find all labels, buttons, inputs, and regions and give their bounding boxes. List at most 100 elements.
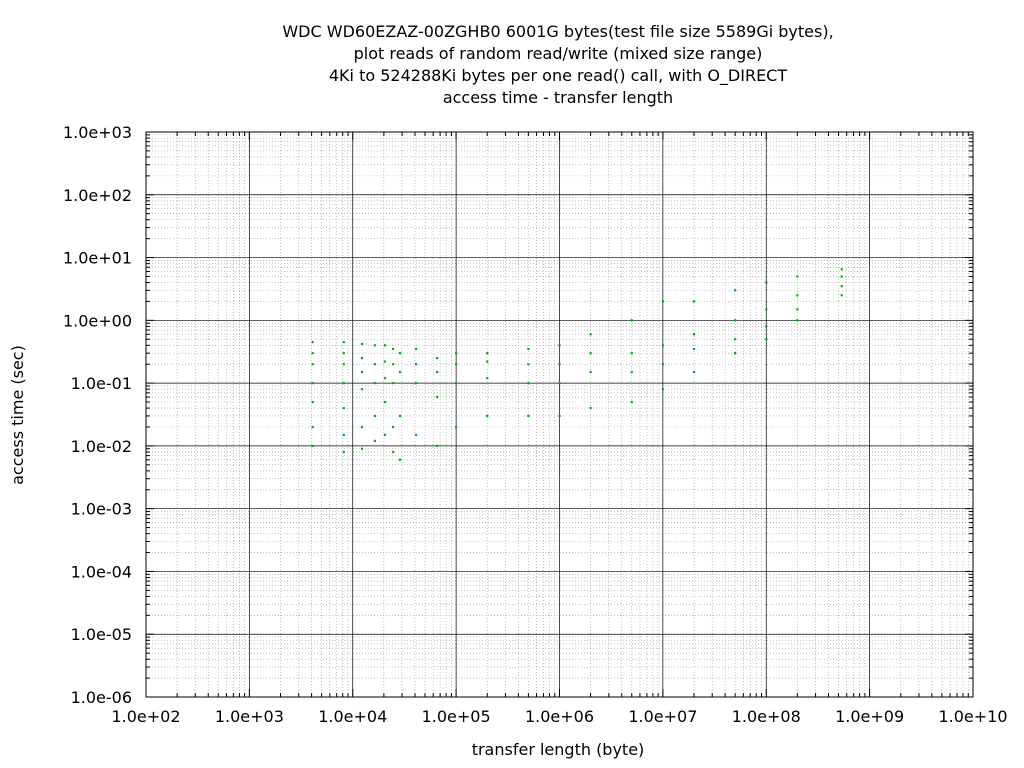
x-tick-label: 1.0e+07 <box>628 707 697 726</box>
data-point <box>486 352 489 355</box>
data-point <box>383 360 387 363</box>
data-point <box>436 444 439 447</box>
data-point <box>455 363 458 366</box>
data-point <box>398 370 402 374</box>
data-point <box>692 370 696 374</box>
data-point <box>558 344 561 347</box>
x-tick-label: 1.0e+06 <box>525 707 594 726</box>
x-axis-tick-labels: 1.0e+02 1.0e+03 1.0e+04 1.0e+05 1.0e+06 1.0e+… <box>111 707 1007 726</box>
data-point <box>360 388 364 391</box>
data-point <box>796 275 799 278</box>
data-point <box>527 414 530 418</box>
data-point <box>840 285 843 288</box>
y-tick-label: 1.0e-02 <box>71 437 132 456</box>
data-point <box>342 382 345 385</box>
data-point <box>661 388 664 391</box>
data-point <box>342 352 345 355</box>
data-point <box>692 300 696 303</box>
data-point <box>734 319 737 322</box>
data-point <box>455 425 458 429</box>
data-point <box>436 370 439 374</box>
data-point <box>765 281 768 284</box>
x-axis-label: transfer length (byte) <box>472 740 645 759</box>
data-point <box>436 395 439 399</box>
data-point <box>630 400 633 404</box>
chart-title-line-4: access time - transfer length <box>443 88 673 107</box>
data-point <box>342 406 345 410</box>
data-point <box>383 433 387 436</box>
data-point <box>589 406 592 410</box>
data-point <box>840 275 843 278</box>
data-point <box>436 357 439 360</box>
data-point <box>414 363 418 366</box>
data-point <box>840 294 843 297</box>
data-point <box>392 347 395 351</box>
data-point <box>373 439 377 443</box>
data-point <box>360 425 364 429</box>
chart-title: WDC WD60EZAZ-00ZGHB0 6001G bytes(test fi… <box>282 22 833 107</box>
data-point <box>661 344 664 347</box>
x-tick-label: 1.0e+02 <box>111 707 180 726</box>
data-point <box>796 319 799 322</box>
y-tick-label: 1.0e-06 <box>71 688 132 707</box>
data-point <box>392 382 395 385</box>
data-point <box>392 363 395 366</box>
data-point <box>311 400 314 404</box>
x-tick-label: 1.0e+09 <box>835 707 904 726</box>
data-point <box>734 289 737 292</box>
data-point <box>311 425 314 429</box>
data-point <box>455 352 458 355</box>
y-tick-label: 1.0e+02 <box>63 186 132 205</box>
data-point <box>360 370 364 374</box>
data-point <box>383 344 387 347</box>
data-point <box>527 382 530 385</box>
data-point <box>796 308 799 311</box>
data-point <box>360 342 364 346</box>
axis-ticks <box>145 131 974 698</box>
data-point <box>311 444 314 447</box>
data-point <box>342 433 345 436</box>
data-point <box>765 325 768 328</box>
data-point <box>840 268 843 271</box>
x-tick-label: 1.0e+05 <box>422 707 491 726</box>
x-tick-label: 1.0e+10 <box>938 707 1007 726</box>
data-point <box>455 382 458 385</box>
data-point <box>630 352 633 355</box>
data-point <box>383 377 387 380</box>
data-point <box>558 363 561 366</box>
y-tick-label: 1.0e+01 <box>63 249 132 268</box>
data-point <box>342 363 345 366</box>
data-point <box>311 341 314 344</box>
y-tick-label: 1.0e-01 <box>71 374 132 393</box>
data-point <box>765 338 768 341</box>
y-tick-label: 1.0e+00 <box>63 311 132 330</box>
data-points <box>311 268 843 461</box>
data-point <box>765 308 768 311</box>
data-point <box>630 319 633 322</box>
data-point <box>414 347 418 351</box>
data-point <box>398 414 402 418</box>
minor-gridlines <box>146 132 973 697</box>
data-point <box>398 458 402 461</box>
y-tick-label: 1.0e+03 <box>63 123 132 142</box>
data-point <box>630 370 633 374</box>
data-point <box>486 414 489 418</box>
y-tick-label: 1.0e-03 <box>71 500 132 519</box>
y-tick-label: 1.0e-05 <box>71 625 132 644</box>
data-point <box>558 382 561 385</box>
data-point <box>392 425 395 429</box>
data-point <box>342 341 345 344</box>
data-point <box>360 357 364 360</box>
data-point <box>373 382 377 385</box>
data-point <box>373 344 377 347</box>
data-point <box>734 352 737 355</box>
x-tick-label: 1.0e+03 <box>215 707 284 726</box>
chart-title-line-1: WDC WD60EZAZ-00ZGHB0 6001G bytes(test fi… <box>282 22 833 41</box>
data-point <box>589 370 592 374</box>
data-point <box>414 433 418 436</box>
data-point <box>661 363 664 366</box>
data-point <box>311 352 314 355</box>
data-point <box>589 333 592 336</box>
data-point <box>486 377 489 380</box>
